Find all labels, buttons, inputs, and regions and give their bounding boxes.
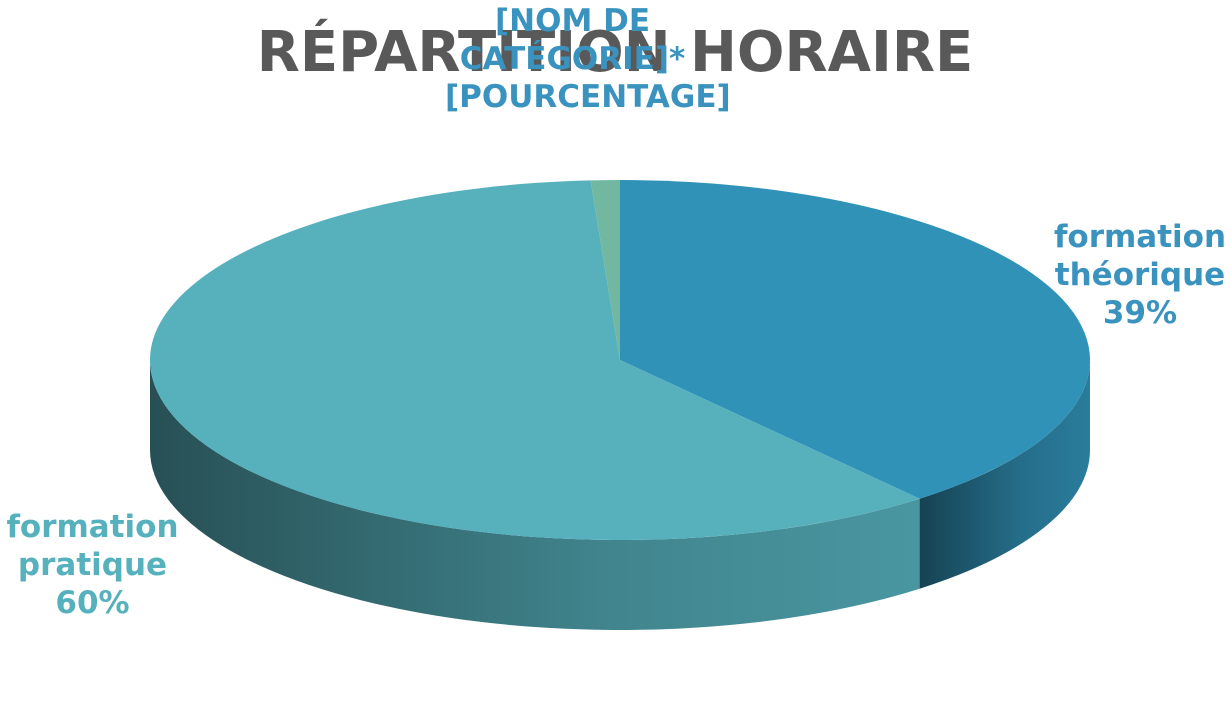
label-category: formation pratique <box>6 509 179 583</box>
data-label: formation pratique 60% <box>0 508 185 622</box>
label-value: 39% <box>1102 295 1178 331</box>
label-value: [POURCENTAGE] <box>445 79 731 115</box>
slice <box>149 180 920 540</box>
chart-title: RÉPARTITION HORAIRE <box>256 20 974 85</box>
label-category: formation théorique <box>1053 219 1227 293</box>
data-label: formation théorique 39% <box>1040 218 1230 332</box>
label-value: 60% <box>55 585 130 621</box>
slice-side <box>919 360 1090 589</box>
slice-side <box>149 360 920 630</box>
slice <box>620 180 1090 499</box>
data-label: [NOM DE CATÉGORIE]* [POURCENTAGE] <box>445 2 731 116</box>
label-category: [NOM DE CATÉGORIE]* <box>459 3 686 77</box>
slice <box>590 180 620 360</box>
